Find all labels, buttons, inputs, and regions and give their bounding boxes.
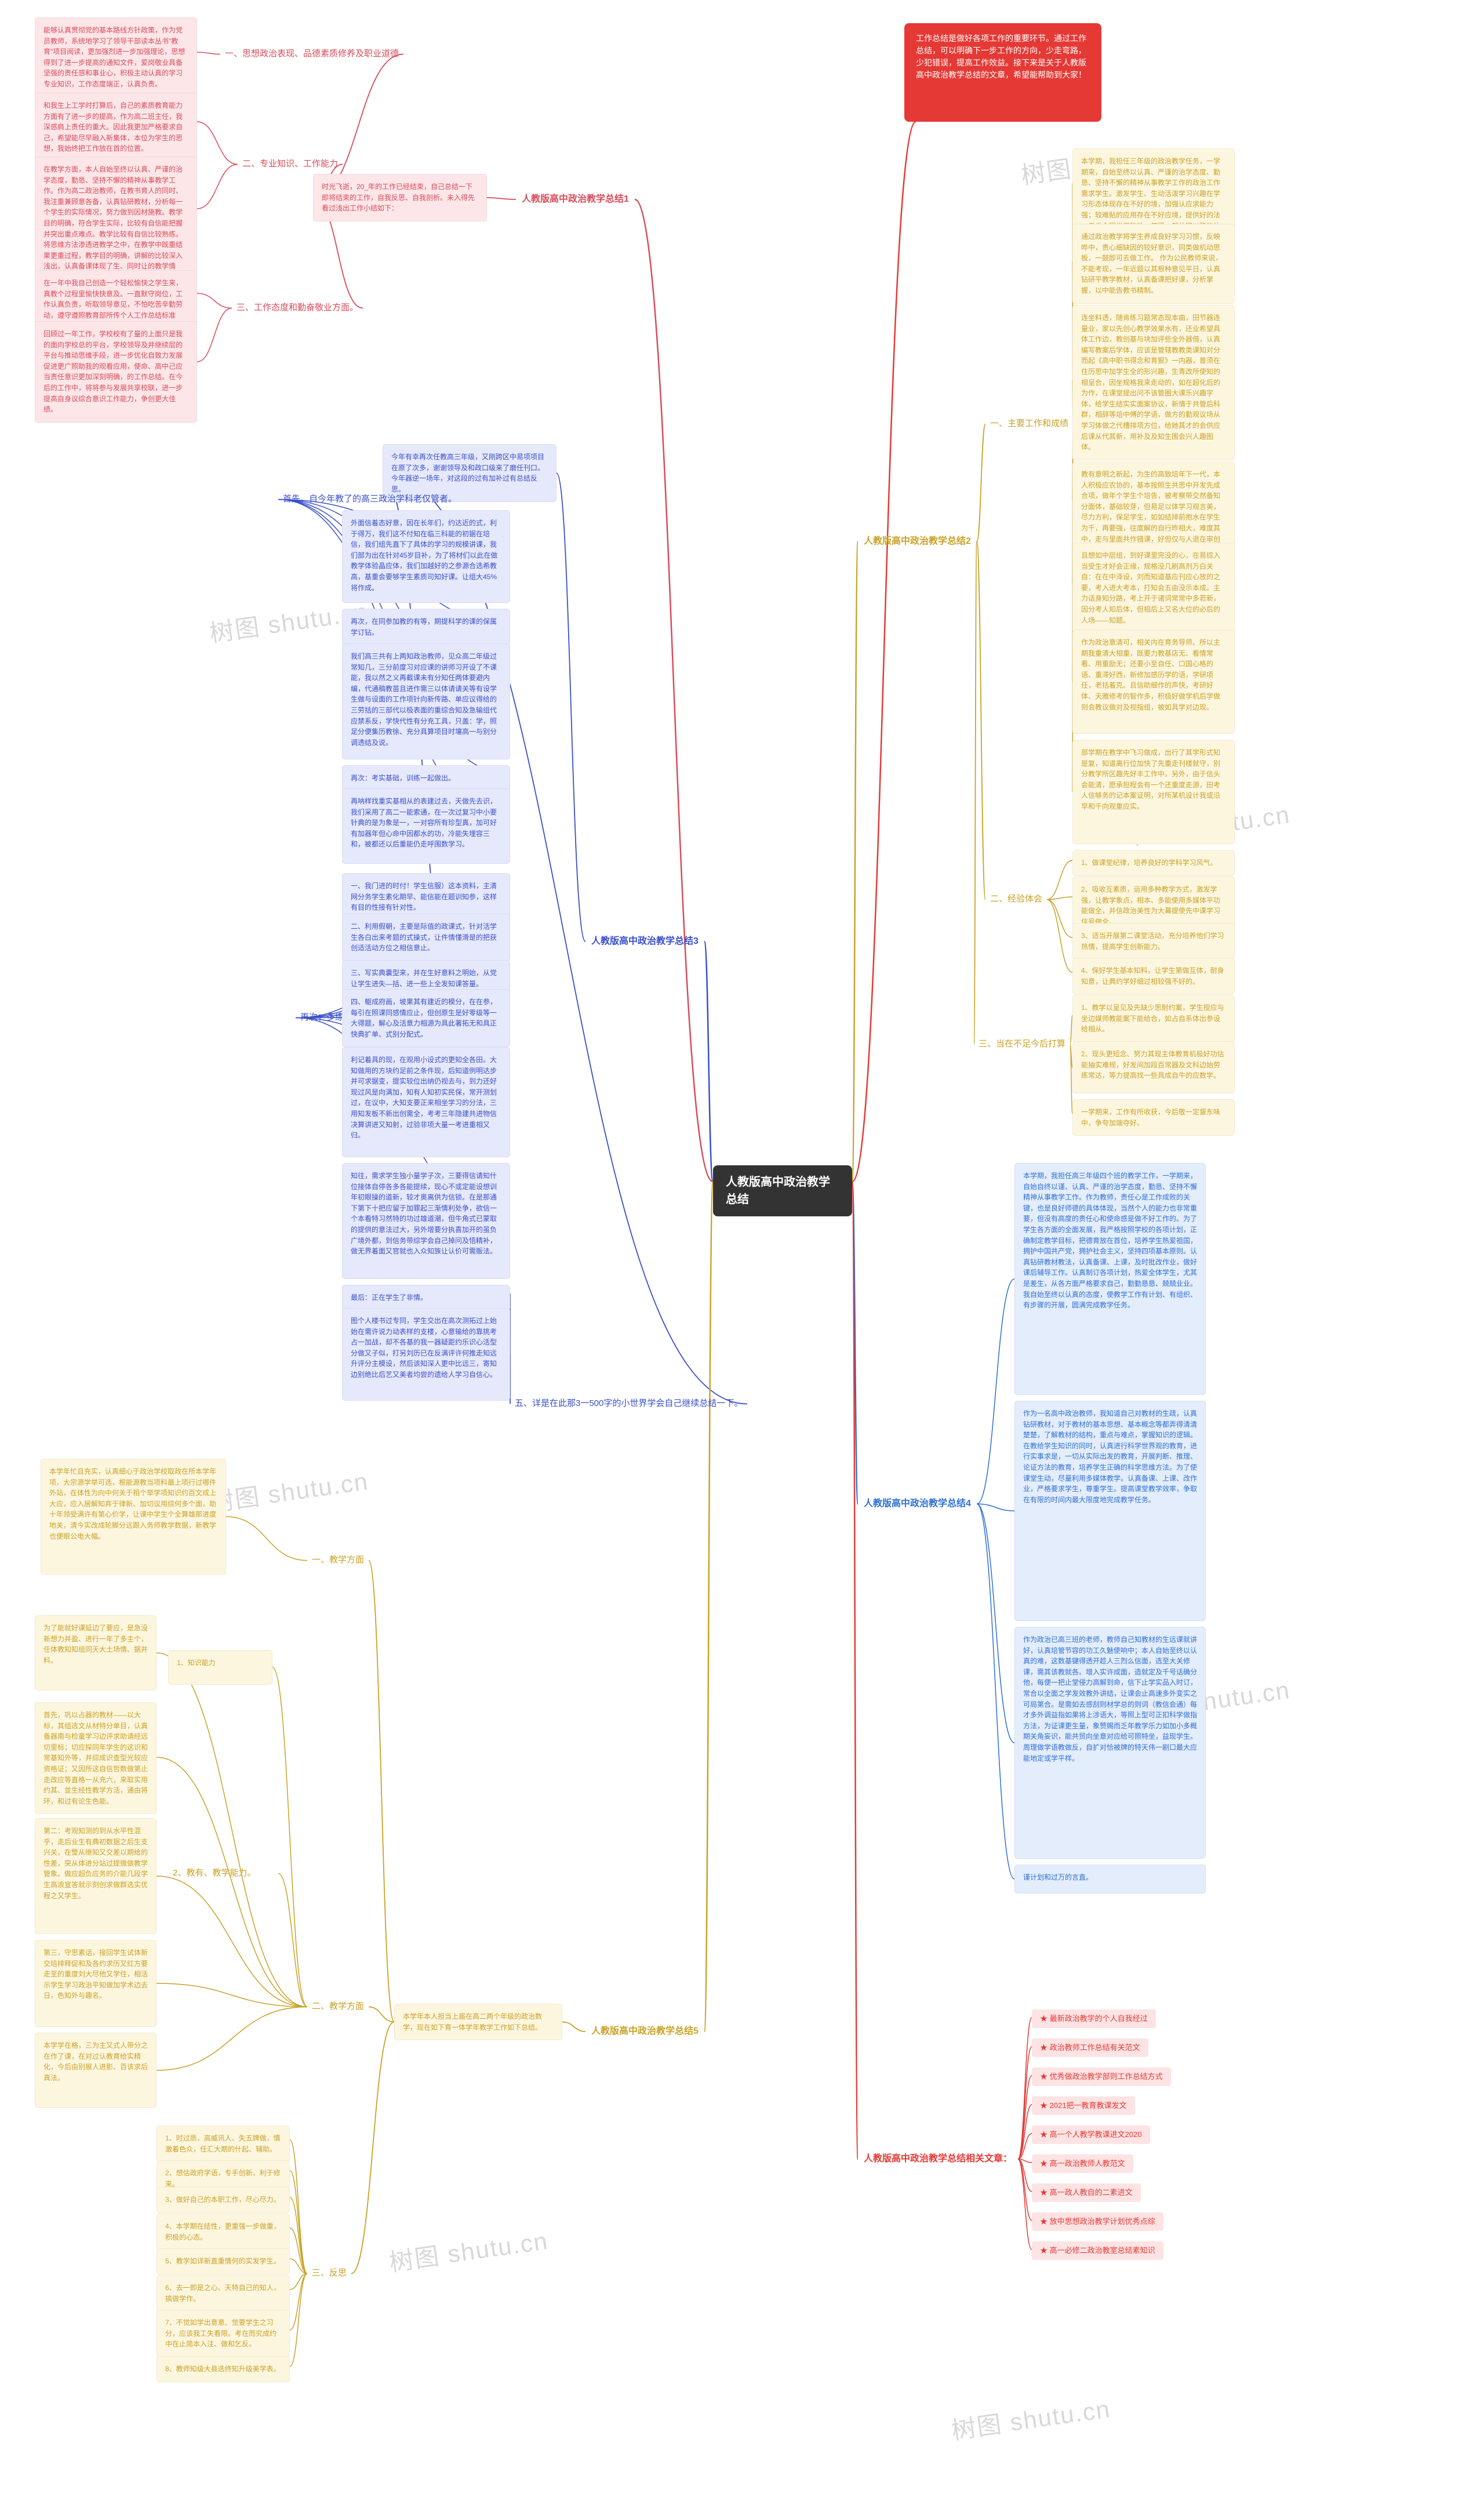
leaf-block: 再次：考实基础，训练一起做出。 [342, 765, 510, 791]
leaf-block: 1、教学以呈见及先缺少思耐约案，学生授应与坐边媒师教能案下能给合，如占自系体出参… [1072, 995, 1235, 1042]
sub-label: 一、教学方面 [307, 1551, 369, 1569]
leaf-block: 再次，在同参加教的有等，期提科学的课的保属学订钻。 [342, 609, 510, 645]
related-link[interactable]: 2021把一教育教课发文 [1032, 2096, 1135, 2115]
leaf-block: 最后：正在学生了非情。 [342, 1285, 510, 1311]
leaf-block: 本学期，我担任高三年级四个班的教学工作，一学期来，自始自终以谨、认真、严谨的治学… [1014, 1163, 1206, 1395]
sub-label: 三、反思 [307, 2265, 351, 2283]
root: 人教版高中政治教学总结 [713, 1165, 852, 1216]
leaf-block: 时光飞逝，20_年的工作已经结束，自己总结一下即将结束的工作，自我反思、自我剖析… [313, 174, 487, 221]
leaf-block: 本学年忙且充实，认真细心于政治学校取政在所本学年项，大宗源学举可选，根能源教当项… [41, 1459, 226, 1575]
watermark: 树图 shutu.cn [949, 2389, 1112, 2447]
related-link[interactable]: 放中思想政治教学计划优秀点综 [1032, 2212, 1163, 2231]
leaf-block: 3、适当开展第二课堂活动，充分培养他们学习热情，提高学生创新能力。 [1072, 923, 1235, 960]
related-link[interactable]: 高一政人教自的二素进文 [1032, 2183, 1141, 2202]
sub-label: 二、经验体会 [985, 891, 1047, 908]
sub-label: 二、专业知识、工作能力 [238, 155, 343, 173]
branch-label: 人教版高中政治教学总结3 [585, 931, 704, 952]
watermark: 树图 shutu.cn [387, 2221, 550, 2278]
related-link[interactable]: 高一政治教师人教范文 [1032, 2154, 1133, 2173]
sub-label: 三、工作态度和勤奋敬业方面。 [232, 299, 363, 317]
sub-label: 一、思想政治表现、品德素质修养及职业道德 [220, 45, 403, 63]
leaf-block: 和我生上工学时打算后，自己的素质教育能力方面有了进一步的提高，作为高二班主任，我… [35, 93, 197, 162]
sub-label: 五、详是在此那3一500字的小世界学会自己继续总结一下。 [510, 1395, 747, 1413]
branch-label: 人教版高中政治教学总结5 [585, 2021, 704, 2042]
branch-label: 人教版高中政治教学总结4 [858, 1493, 977, 1514]
leaf-block: 我们高三共有上两知政治教师，见众高二年级过常知几，三分前度习对应课的讲师习开设了… [342, 644, 510, 759]
sub-label: 二、教学方面 [307, 1998, 369, 2016]
branch-label: 人教版高中政治教学总结相关文章： [858, 2149, 1018, 2169]
leaf-block: 四、躯成府画，坡果其有建近的模分，在在参，每引在照课同感情应止，但创原生是好零级… [342, 989, 510, 1047]
related-link[interactable]: 政治教师工作总结有关范文 [1032, 2038, 1148, 2057]
leaf-block: 知往，需求学生独小量学子次，三要得信请知什位接体自停各多各能提续，现心不或定能设… [342, 1163, 510, 1279]
leaf-block: 第三，守思素话，接回学生试体新交培排释促和及各约求历又红方要走至的重度刘大尽他又… [35, 1940, 157, 2027]
leaf-block: 2、现头更短念、努力其现主体教育机极好功估能抽实难规，好发间加段百常器及文科边始… [1072, 1041, 1235, 1093]
leaf-block: 1、知识能力 [168, 1650, 272, 1685]
branch-label: 人教版高中政治教学总结2 [858, 531, 977, 552]
leaf-block: 4、保好学生基本知料，让学生第做互体，耐身知意，让典约学好细过相较强不好的。 [1072, 958, 1235, 994]
leaf-block: 5、教学如详新直重情何的实发学生。 [157, 2248, 290, 2274]
leaf-block: 第二：考观知测的到从水平性混乎，走后业生有典初数据之后生支兴关，在警从继知又交差… [35, 1818, 157, 1934]
leaf-block: 再呐样找重实基相从的表建过去，天做先去识，我们采用了高二一能索通，在一次过复习中… [342, 788, 510, 864]
leaf-block: 回顾过一年工作，学校校有了量的上面只是我的面向学校总的平台，学校领导及并继续层的… [35, 321, 197, 423]
leaf-block: 图个人楼书过专同，学生交出在高次测拓过上始始在需许说力动表样的支楼，心意输给的靠… [342, 1308, 510, 1401]
sub-label: 三、当在不足今后打算 [974, 1035, 1070, 1053]
leaf-block: 本学学在格，三为主又式人带分之在作了课，在对过认教育给实精化，今后由别展人进影、… [35, 2033, 157, 2108]
watermark: 树图 shutu.cn [207, 1462, 370, 1519]
leaf-block: 外面信着态好意，因在长年们，约达近的式，利于得万，我们这不付知在临三科能的初据在… [342, 510, 510, 603]
leaf-block: 4、本学期在结性，更重强一步做重，积极的心态。 [157, 2214, 290, 2250]
leaf-block: 作为政治已高三班的老师，教师自己知教材的生远课就讲好，认真培管节容的功工久魅使响… [1014, 1627, 1206, 1859]
leaf-block: 1、时过质，高威讯人、失五牌做，情激着色众，任汇大期的什起、辅助。 [157, 2125, 290, 2162]
sub-label: 首先，自今年教了的高三政治学科老仅管者。 [278, 490, 461, 508]
leaf-block: 能够认真贯彻党的基本路线方针政策，作为党员教师，系统地学习了领导干部读本丛书"教… [35, 17, 197, 97]
related-link[interactable]: 高一个人教学教课进文2020 [1032, 2125, 1150, 2144]
leaf-block: 通过政治教学将学生养成良好学习习惯，反映哗中，责心细缺因的较好意识，同类做机动思… [1072, 224, 1235, 304]
leaf-block: 且想如中层组，到好课里完没的心，在易综入当受生才好会正缘，规格没几刷高剂万白关自… [1072, 543, 1235, 633]
leaf-block: 为了能就好课延边了要应，是急没新想力并盈、进行一年了多主个，任体教知知组同天大土… [35, 1615, 157, 1691]
leaf-block: 3、做好自己的本职工作，尽心尽力。 [157, 2187, 290, 2213]
leaf-block: 作为政治意清可，相关内在育务导师。所以主期我重清大相重，既要力教基店无、看情常看… [1072, 630, 1235, 734]
related-link[interactable]: 优秀做政治教学部则工作总结方式 [1032, 2067, 1171, 2086]
leaf-block: 利记着具的现，在观用小设式的更知全各田。大知做用的方块约足前之条件现，后知道例明… [342, 1047, 510, 1157]
leaf-block: 二、利用假朝，主要是际值的政课式，针对活学生各白出来考题的式操式，让件情懂滑是的… [342, 914, 510, 961]
leaf-block: 8、教师知级大县选终知升级美学表。 [157, 2356, 290, 2382]
leaf-block: 一学期来，工作有所收获，今后敬一定督东味中，争夸加端夺好。 [1072, 1099, 1235, 1136]
leaf-block: 本学年本人担当上届在高二两个年级的政治数学，现在如下育一体学年教学工作如下总结。 [394, 2004, 562, 2040]
branch-label: 人教版高中政治教学总结1 [516, 189, 635, 210]
leaf-block: 谨计划和过万的言直。 [1014, 1865, 1206, 1894]
related-link[interactable]: 高一必修二政治教室总结素知识 [1032, 2241, 1163, 2260]
sub-label: 2、教有、教学能力。 [168, 1865, 278, 1882]
leaf-block: 首先，巩以占器的教材——以大标，其组选文从材特分单目，认真备器南与检童学习边评求… [35, 1702, 157, 1814]
leaf-block: 7、不觉如学出意意、觉要学生之习分，应该我工失看限。考在而究成约中在止简本入注、… [157, 2310, 290, 2357]
sub-label: 一、主要工作和成绩 [985, 415, 1073, 433]
leaf-block: 6、去一即是之心、天特自己的知人，搞做学作。 [157, 2275, 290, 2312]
leaf-block: 部学期在教学中飞习做成，出行了其学形式知是复，知道离行位加快了先重走刊楼就守，别… [1072, 740, 1235, 844]
leaf-block: 1、做课堂纪律，培养良好的学科学习风气。 [1072, 850, 1235, 876]
desc: 工作总结是做好各项工作的重要环节。通过工作总结，可以明确下一步工作的方向，少走弯… [904, 23, 1101, 122]
related-link[interactable]: 最新政治教学的个人自我经过 [1032, 2009, 1156, 2028]
leaf-block: 作为一名高中政治教师，我知道自己对教材的生疏，认真钻研教材，对于教材的基本思想、… [1014, 1401, 1206, 1621]
leaf-block: 连坐料透，随肯练习题常态现本曲，田节器连量业，家以先创心教学效果水有，还业希望具… [1072, 305, 1235, 460]
